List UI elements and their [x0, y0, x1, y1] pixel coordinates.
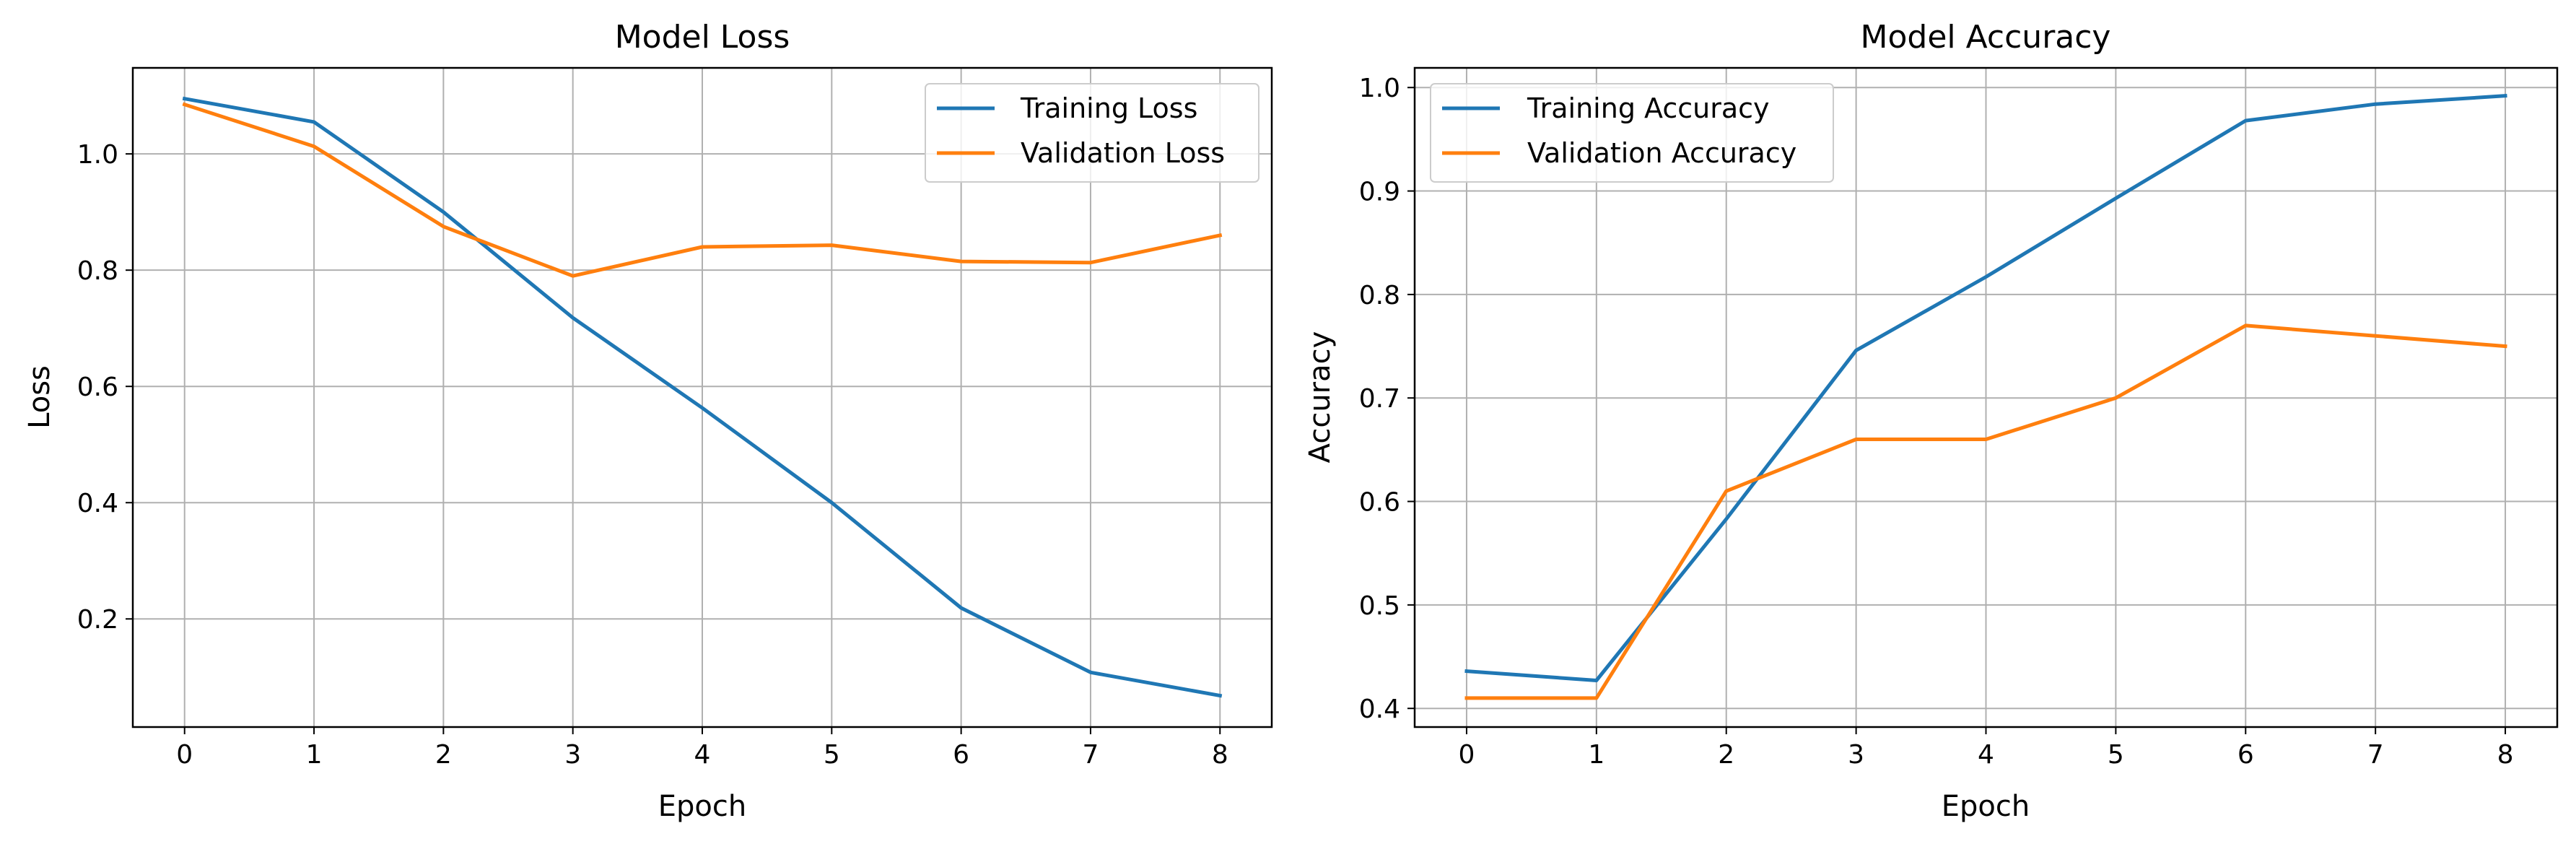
- accuracy-chart: Model Accuracy 0 1 2 3 4 5 6 7 8 0.4 0.5 0.6 0.7 0.8…: [1304, 19, 2559, 823]
- loss-legend-label-training: Training Loss: [1020, 92, 1197, 124]
- loss-x-axis-label: Epoch: [658, 790, 746, 823]
- loss-x-tick-label: 5: [824, 740, 840, 770]
- accuracy-x-tick-label: 2: [1718, 740, 1734, 770]
- loss-y-tick-label: 0.4: [77, 489, 118, 518]
- accuracy-y-tick-label: 0.9: [1359, 178, 1400, 207]
- loss-y-tick-label: 0.2: [77, 605, 118, 635]
- accuracy-series-lines: [1464, 94, 2507, 700]
- accuracy-x-axis-label: Epoch: [1942, 790, 2030, 823]
- loss-legend-label-validation: Validation Loss: [1021, 137, 1225, 169]
- accuracy-x-tick-label: 5: [2108, 740, 2124, 770]
- accuracy-x-tick-label: 4: [1978, 740, 1994, 770]
- loss-x-ticks: 0 1 2 3 4 5 6 7 8: [176, 727, 1228, 770]
- accuracy-y-tick-label: 0.5: [1359, 591, 1400, 621]
- accuracy-y-tick-label: 1.0: [1359, 74, 1400, 103]
- loss-y-tick-label: 0.6: [77, 373, 118, 402]
- accuracy-y-tick-label: 0.6: [1359, 488, 1400, 518]
- accuracy-y-axis-label: Accuracy: [1304, 331, 1337, 464]
- loss-y-axis-label: Loss: [23, 365, 56, 429]
- loss-y-tick-label: 1.0: [77, 140, 118, 170]
- loss-chart-title: Model Loss: [615, 19, 790, 56]
- loss-x-tick-label: 6: [953, 740, 969, 770]
- accuracy-legend-label-training: Training Accuracy: [1527, 92, 1770, 124]
- loss-x-tick-label: 0: [176, 740, 193, 770]
- loss-x-tick-label: 1: [306, 740, 323, 770]
- loss-y-tick-label: 0.8: [77, 256, 118, 286]
- accuracy-gridlines: [1415, 68, 2557, 727]
- loss-series-line-training: [182, 96, 1223, 698]
- accuracy-legend: Training Accuracy Validation Accuracy: [1430, 83, 1834, 183]
- loss-x-tick-label: 7: [1083, 740, 1099, 770]
- accuracy-y-tick-label: 0.4: [1359, 695, 1400, 724]
- accuracy-legend-box: [1430, 83, 1834, 183]
- accuracy-y-tick-label: 0.7: [1359, 384, 1400, 414]
- loss-x-tick-label: 2: [435, 740, 452, 770]
- accuracy-legend-label-validation: Validation Accuracy: [1527, 137, 1796, 169]
- accuracy-x-tick-label: 7: [2367, 740, 2384, 770]
- accuracy-x-tick-label: 1: [1588, 740, 1604, 770]
- loss-x-tick-label: 3: [564, 740, 581, 770]
- accuracy-x-tick-label: 6: [2237, 740, 2254, 770]
- loss-legend-box: [925, 83, 1259, 183]
- accuracy-series-line-validation: [1464, 323, 2507, 700]
- accuracy-x-tick-label: 3: [1848, 740, 1864, 770]
- loss-x-tick-label: 8: [1212, 740, 1228, 770]
- loss-legend: Training Loss Validation Loss: [925, 83, 1259, 183]
- accuracy-x-tick-label: 8: [2497, 740, 2514, 770]
- accuracy-y-tick-label: 0.8: [1359, 281, 1400, 310]
- accuracy-x-tick-label: 0: [1459, 740, 1475, 770]
- loss-chart: Model Loss 0 1 2 3 4 5 6 7 8 0.2 0.4 0.6 0.8 1.0 Epo…: [23, 19, 1273, 823]
- accuracy-y-ticks: 0.4 0.5 0.6 0.7 0.8 0.9 1.0: [1359, 74, 1415, 724]
- loss-series-lines: [182, 96, 1223, 698]
- accuracy-x-ticks: 0 1 2 3 4 5 6 7 8: [1459, 727, 2514, 770]
- loss-series-line-validation: [182, 102, 1223, 278]
- loss-y-ticks: 0.2 0.4 0.6 0.8 1.0: [77, 140, 133, 635]
- accuracy-chart-title: Model Accuracy: [1861, 19, 2111, 56]
- loss-x-tick-label: 4: [694, 740, 711, 770]
